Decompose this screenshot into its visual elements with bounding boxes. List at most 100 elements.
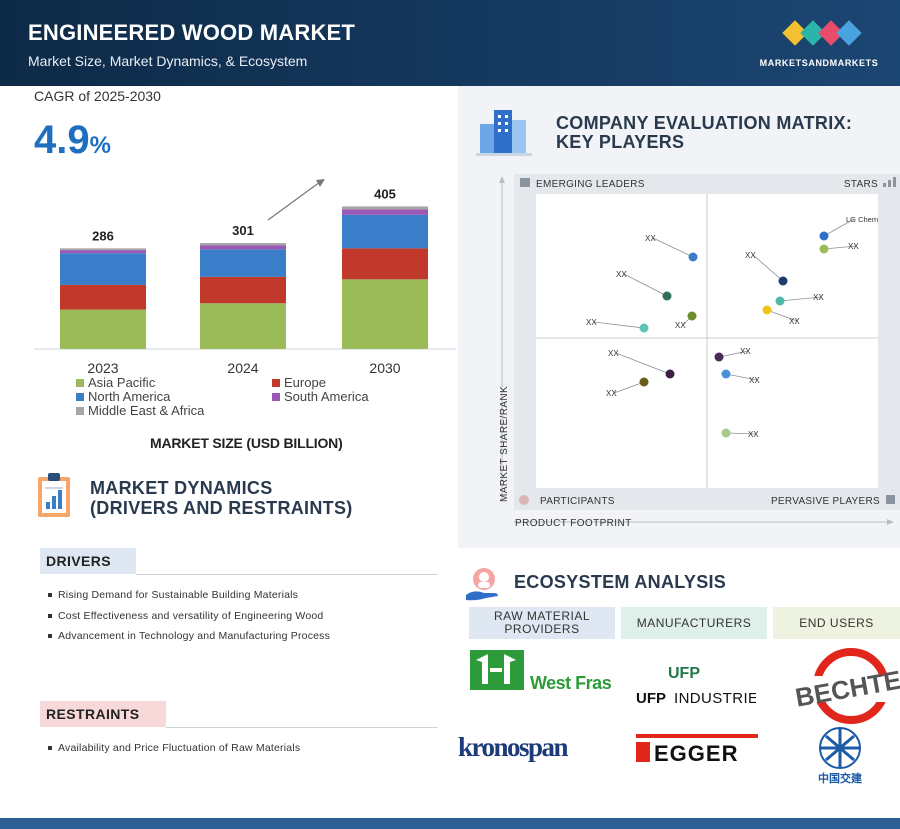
legend-swatch <box>76 392 84 401</box>
ecosystem-hand-icon <box>466 568 498 601</box>
cagr-label: CAGR of 2025-2030 <box>34 88 161 104</box>
bar-segment <box>200 276 286 304</box>
egger-logo[interactable]: EGGER <box>636 734 758 766</box>
company-label: LG Chem <box>846 215 878 224</box>
bar-segment <box>342 214 428 249</box>
company-label: XX <box>740 347 751 356</box>
point-leader-line <box>725 373 758 381</box>
quadrant-emerging-leaders: EMERGING LEADERS <box>520 178 644 190</box>
brand-name: MARKETSANDMARKETS <box>759 58 879 68</box>
bar-segment <box>60 253 146 285</box>
legend-item: Middle East & Africa <box>76 403 204 418</box>
svg-text:EGGER: EGGER <box>654 741 738 766</box>
company-point <box>778 276 788 286</box>
x-tick-label: 2030 <box>369 360 400 376</box>
company-evaluation-matrix: MARKET SHARE/RANK PRODUCT FOOTPRINT EMER… <box>499 174 900 529</box>
legend-item: North America <box>76 389 170 404</box>
legend-item: Asia Pacific <box>76 375 155 390</box>
company-label: XX <box>749 376 760 385</box>
bar-segment <box>60 284 146 310</box>
cccc-logo[interactable]: 中国交建 <box>800 726 880 790</box>
drivers-divider <box>136 574 438 575</box>
svg-text:PERVASIVE PLAYERS: PERVASIVE PLAYERS <box>771 496 880 507</box>
point-leader-line <box>779 296 822 302</box>
bar-segment <box>200 243 286 246</box>
x-axis-arrow-icon <box>887 519 894 525</box>
bar-total-label: 301 <box>232 223 254 238</box>
drivers-tag: DRIVERS <box>40 548 136 574</box>
bar-segment <box>60 248 146 251</box>
emerging-leaders-icon <box>520 178 530 187</box>
point-leader-line <box>615 352 671 375</box>
company-label: XX <box>608 349 619 358</box>
point-leader-line <box>613 381 645 394</box>
restraints-divider <box>166 727 438 728</box>
company-label: XX <box>675 321 686 330</box>
pervasive-players-icon <box>886 495 895 504</box>
svg-text:PARTICIPANTS: PARTICIPANTS <box>540 496 615 507</box>
legend-label: South America <box>284 389 369 404</box>
bar-segment <box>60 309 146 349</box>
point-leader-line <box>823 218 855 237</box>
point-leader-line <box>823 245 857 250</box>
company-point <box>688 252 698 262</box>
restraints-tag: RESTRAINTS <box>40 701 166 727</box>
company-point <box>762 305 772 315</box>
west-fraser-logo[interactable]: West Fraser <box>468 648 612 696</box>
restraint-item: Availability and Price Fluctuation of Ra… <box>48 738 300 759</box>
company-point <box>714 352 724 362</box>
ufp-industries-logo[interactable]: UFP UFP INDUSTRIES <box>634 658 756 710</box>
kronospan-logo[interactable]: kronospan <box>458 731 612 767</box>
company-point <box>819 244 829 254</box>
company-label: XX <box>606 389 617 398</box>
quadrant-stars: STARS <box>844 177 896 190</box>
bar-segment <box>342 248 428 280</box>
svg-text:kronospan: kronospan <box>458 732 569 762</box>
driver-item: Cost Effectiveness and versatility of En… <box>48 606 330 627</box>
company-point <box>687 311 697 321</box>
legend-swatch <box>76 406 84 415</box>
brand-diamonds-icon <box>780 18 862 54</box>
company-point <box>639 323 649 333</box>
ecosystem-header-raw-material: RAW MATERIAL PROVIDERS <box>469 607 615 639</box>
x-tick-label: 2023 <box>87 360 118 376</box>
quadrant-participants: PARTICIPANTS <box>519 495 615 507</box>
bechtel-logo[interactable]: BECHTEL <box>793 646 900 726</box>
company-label: XX <box>616 270 627 279</box>
company-point <box>639 377 649 387</box>
company-label: XX <box>848 242 859 251</box>
company-point <box>819 231 829 241</box>
point-leader-line <box>725 432 757 435</box>
y-axis-label: MARKET SHARE/RANK <box>499 386 510 502</box>
bar-segment <box>342 206 428 210</box>
svg-text:UFP: UFP <box>636 690 666 707</box>
svg-text:West Fraser: West Fraser <box>530 673 612 693</box>
growth-arrow-icon <box>267 181 321 221</box>
bar-segment <box>200 245 286 250</box>
cagr-value: 4.9% <box>34 118 111 162</box>
legend-label: North America <box>88 389 171 404</box>
company-label: XX <box>813 293 824 302</box>
clipboard-chart-icon <box>38 473 70 517</box>
bar-total-label: 405 <box>374 186 396 201</box>
stars-icon <box>893 177 896 187</box>
point-leader-line <box>752 254 784 282</box>
bar-segment <box>200 303 286 349</box>
company-label: XX <box>586 318 597 327</box>
svg-text:中国交建: 中国交建 <box>818 771 863 785</box>
bar-segment <box>200 249 286 277</box>
point-leader-line <box>623 273 668 297</box>
legend-swatch <box>272 378 280 387</box>
x-axis-label: PRODUCT FOOTPRINT <box>515 518 632 529</box>
page-subtitle: Market Size, Market Dynamics, & Ecosyste… <box>28 53 308 69</box>
company-label: XX <box>745 251 756 260</box>
market-size-chart: 286 2023 301 2024 405 2030 <box>34 179 456 376</box>
legend-label: Asia Pacific <box>88 375 156 390</box>
svg-text:UFP: UFP <box>668 665 700 682</box>
legend-item: South America <box>272 389 369 404</box>
legend-swatch <box>76 378 84 387</box>
point-leader-line <box>593 321 645 329</box>
company-label: XX <box>789 317 800 326</box>
svg-text:STARS: STARS <box>844 179 878 190</box>
brand-logo[interactable]: MARKETSANDMARKETS <box>744 18 894 74</box>
